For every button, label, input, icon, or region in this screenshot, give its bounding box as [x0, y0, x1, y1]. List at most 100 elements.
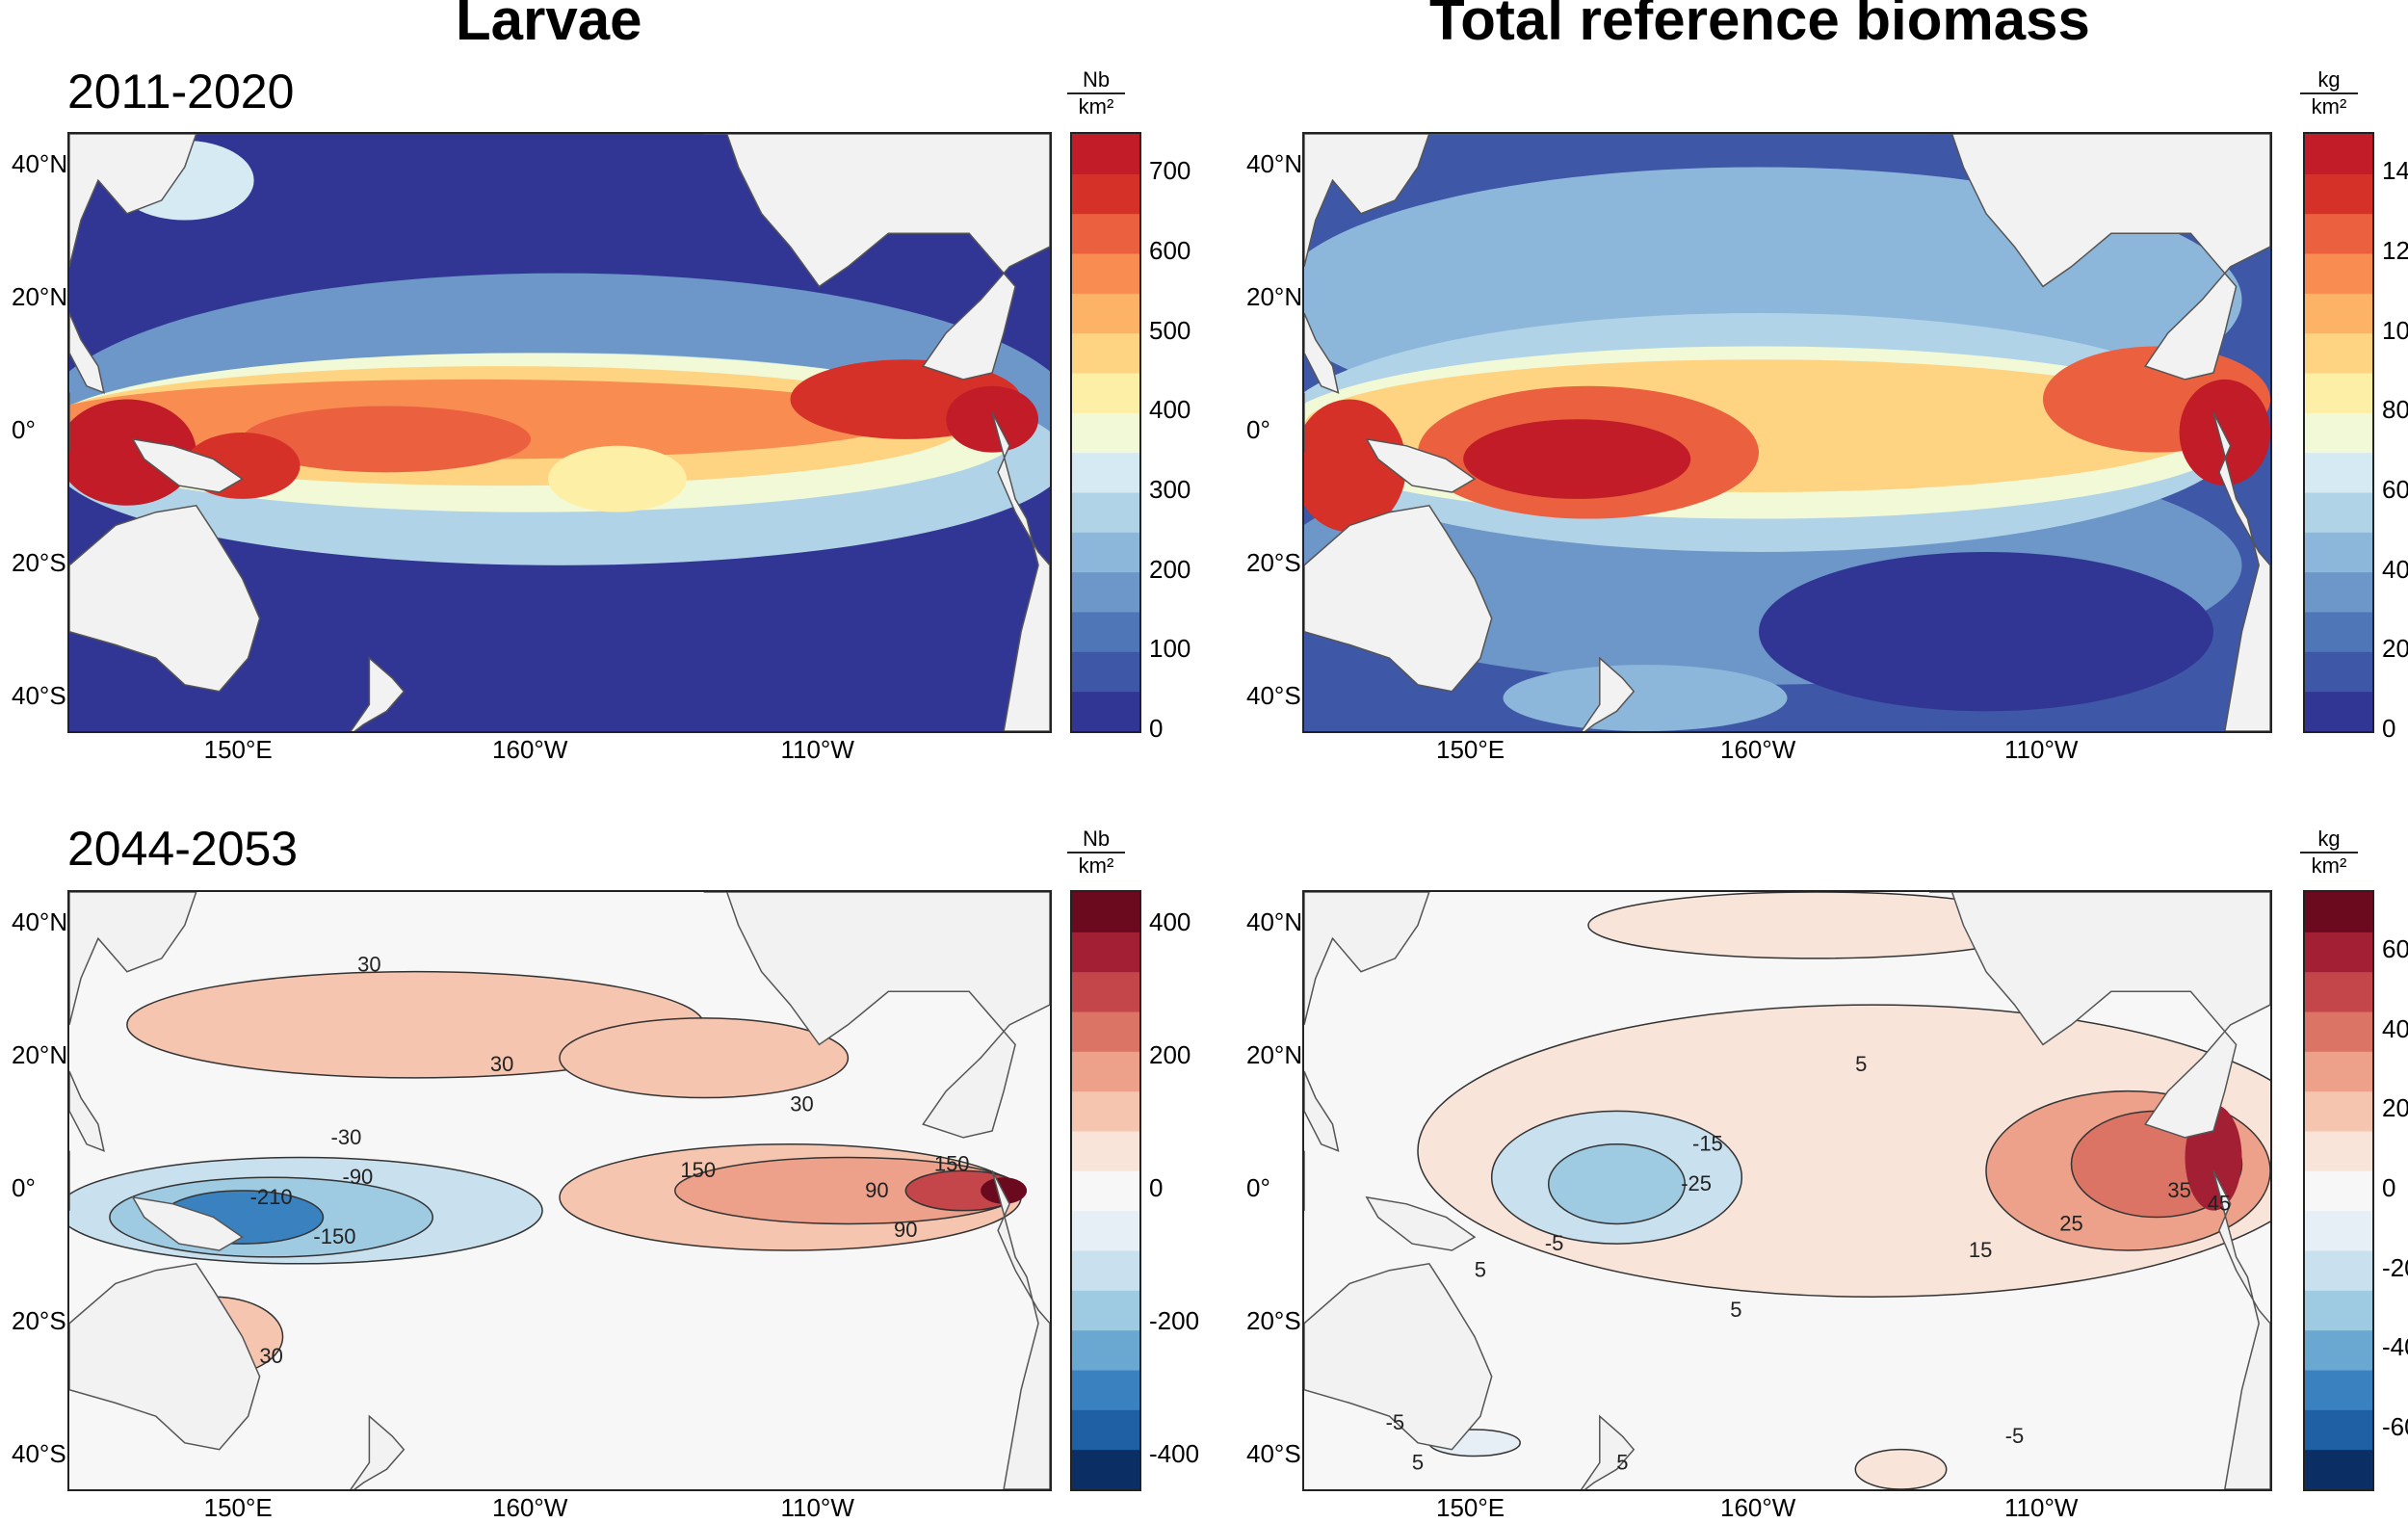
- colorbar-swatch: [2305, 253, 2372, 294]
- lat-tick-label: 40°N: [12, 907, 68, 937]
- new-zealand-land: [350, 1414, 406, 1489]
- colorbar-tick-label: 400: [1149, 907, 1191, 937]
- units-denominator: km²: [1078, 853, 1114, 878]
- map-frame: 5 -15 -25 35 45 15 25 -5 5 5 -5 5 5 -5: [1302, 890, 2272, 1491]
- lon-tick-label: 110°W: [780, 735, 854, 764]
- lat-tick-label: 40°S: [1246, 1438, 1301, 1468]
- contour-label: -150: [313, 1224, 355, 1248]
- new-zealand-land: [1581, 656, 1636, 731]
- colorbar-swatch: [2305, 1210, 2372, 1251]
- colorbar-tick-label: 0: [1149, 714, 1164, 743]
- change-region-8: [981, 1177, 1028, 1204]
- lat-tick-label: 20°S: [12, 547, 66, 577]
- colorbar-swatch: [2305, 173, 2372, 215]
- colorbar-swatch: [1072, 492, 1139, 533]
- colorbar-swatch: [2305, 892, 2372, 932]
- contour-label: 5: [1616, 1450, 1628, 1474]
- colorbar-swatch: [1072, 213, 1139, 254]
- colorbar-swatch: [1072, 253, 1139, 294]
- lat-tick-label: 0°: [12, 415, 36, 444]
- australia-land: [1304, 1262, 1493, 1451]
- contour-label: 25: [2059, 1211, 2082, 1235]
- colorbar-tick-label: 100: [1149, 634, 1191, 664]
- south-america-land: [2212, 411, 2270, 731]
- lat-tick-label: 0°: [12, 1173, 36, 1202]
- lat-tick-label: 20°N: [12, 1040, 68, 1070]
- colorbar-swatch: [1072, 612, 1139, 652]
- map-field: 5 -15 -25 35 45 15 25 -5 5 5 -5 5 5 -5: [1304, 892, 2270, 1489]
- colorbar-tick-label: -400: [1149, 1438, 1200, 1468]
- colorbar-tick-label: -40: [2382, 1332, 2408, 1362]
- colorbar-tick-label: 140: [2382, 156, 2408, 186]
- lat-tick-label: 20°S: [1246, 1305, 1301, 1335]
- contour-label: 35: [2167, 1178, 2190, 1202]
- lat-tick-label: 40°N: [1246, 149, 1303, 179]
- colorbar-tick-label: 200: [1149, 554, 1191, 584]
- new-zealand-land: [1581, 1414, 1636, 1489]
- contour-label: -210: [250, 1185, 293, 1209]
- australia-land: [1304, 504, 1493, 693]
- australia-land: [69, 1262, 261, 1451]
- units-numerator: Nb: [1067, 67, 1125, 94]
- lon-tick-label: 110°W: [2004, 735, 2079, 764]
- contour-label: 30: [259, 1344, 282, 1368]
- change-region-1: [559, 1017, 850, 1099]
- density-region-7: [946, 385, 1039, 453]
- new-guinea-land: [1365, 1195, 1477, 1251]
- colorbar-swatch: [2305, 532, 2372, 573]
- colorbar-swatch: [2305, 134, 2372, 174]
- colorbar-swatch: [1072, 932, 1139, 973]
- map-field: [69, 134, 1050, 731]
- colorbar-tick-label: -60: [2382, 1412, 2408, 1441]
- colorbar-swatch: [1072, 1011, 1139, 1052]
- colorbar-swatch: [2305, 1290, 2372, 1331]
- lat-tick-label: 20°S: [1246, 547, 1301, 577]
- lat-tick-label: 40°S: [1246, 680, 1301, 710]
- colorbar-tick-label: 600: [1149, 236, 1191, 265]
- density-region-10: [548, 445, 687, 512]
- colorbar-units: Nb km²: [1067, 827, 1125, 879]
- colorbar-tick-label: -200: [1149, 1305, 1200, 1335]
- colorbar-swatch: [2305, 1449, 2372, 1489]
- lon-tick-label: 160°W: [1720, 1493, 1796, 1522]
- colorbar: [2303, 132, 2374, 733]
- colorbar-swatch: [1072, 532, 1139, 573]
- units-numerator: kg: [2300, 827, 2358, 853]
- colorbar-tick-label: 700: [1149, 156, 1191, 186]
- biomass-column-title: Total reference biomass: [1429, 0, 2090, 52]
- south-america-land: [991, 1169, 1050, 1489]
- colorbar: [1070, 890, 1141, 1491]
- lat-tick-label: 40°S: [12, 680, 66, 710]
- new-guinea-land: [131, 437, 245, 493]
- map-frame: [1302, 132, 2272, 733]
- biomass-region-6: [1463, 419, 1691, 499]
- north-america-land: [703, 134, 1050, 381]
- contour-label: 5: [1412, 1450, 1424, 1474]
- colorbar-tick-label: 0: [2382, 1173, 2396, 1202]
- colorbar-swatch: [2305, 412, 2372, 454]
- larvae-column-title: Larvae: [456, 0, 642, 52]
- contour-label: -5: [1386, 1410, 1405, 1434]
- change-region-3: [1547, 1143, 1687, 1225]
- colorbar-swatch: [1072, 571, 1139, 613]
- philippines-land: [69, 1070, 105, 1152]
- colorbar-tick-label: 20: [2382, 1093, 2408, 1123]
- north-america-land: [703, 892, 1050, 1139]
- units-numerator: Nb: [1067, 827, 1125, 853]
- colorbar-swatch: [1072, 1329, 1139, 1371]
- colorbar-swatch: [1072, 173, 1139, 215]
- colorbar: [1070, 132, 1141, 733]
- units-denominator: km²: [1078, 94, 1114, 118]
- colorbar-tick-label: 200: [1149, 1040, 1191, 1070]
- colorbar: [2303, 890, 2374, 1491]
- period-label-2044-2053: 2044-2053: [67, 822, 299, 876]
- lon-tick-label: 160°W: [1720, 735, 1796, 764]
- new-guinea-land: [131, 1195, 245, 1251]
- contour-label: 15: [1969, 1238, 1992, 1262]
- density-region-8: [69, 399, 196, 506]
- contour-label: -15: [1692, 1132, 1723, 1156]
- contour-label: 5: [1475, 1258, 1486, 1282]
- colorbar-swatch: [2305, 971, 2372, 1012]
- biomass-region-10: [1759, 552, 2213, 712]
- contour-label: 90: [894, 1218, 917, 1242]
